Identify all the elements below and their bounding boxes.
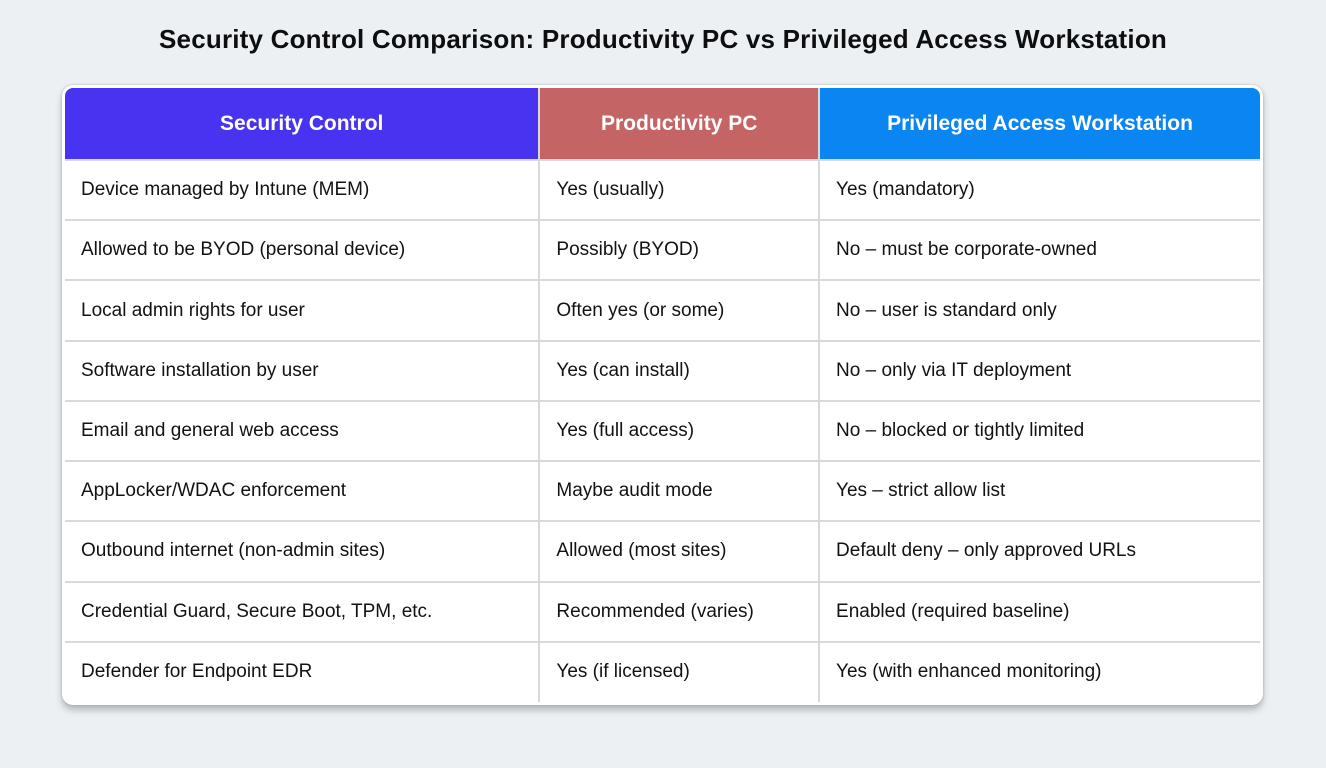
table-cell-security-control: Device managed by Intune (MEM) (65, 158, 541, 222)
table-cell-productivity-pc: Recommended (varies) (538, 580, 821, 643)
table-row: AppLocker/WDAC enforcement Maybe audit mo… (65, 460, 1260, 523)
page-title: Security Control Comparison: Productivit… (159, 24, 1167, 54)
table-cell-security-control: Allowed to be BYOD (personal device) (65, 219, 541, 282)
table-cell-security-control: Credential Guard, Secure Boot, TPM, etc. (65, 580, 541, 643)
table-cell-productivity-pc: Maybe audit mode (538, 460, 821, 523)
table-cell-productivity-pc: Possibly (BYOD) (538, 219, 821, 282)
table-cell-privileged-access-workstation: Enabled (required baseline) (818, 580, 1260, 643)
table-cell-productivity-pc: Allowed (most sites) (538, 520, 821, 583)
table-cell-privileged-access-workstation: No – must be corporate-owned (818, 219, 1260, 282)
comparison-table-card: Security Control Productivity PC Privilege… (62, 85, 1263, 705)
table-cell-privileged-access-workstation: Yes – strict allow list (818, 460, 1260, 523)
table-cell-privileged-access-workstation: Default deny – only approved URLs (818, 520, 1260, 583)
table-row: Allowed to be BYOD (personal device) Poss… (65, 219, 1260, 282)
table-cell-privileged-access-workstation: No – only via IT deployment (818, 339, 1260, 402)
table-cell-security-control: Defender for Endpoint EDR (65, 640, 541, 702)
table-body: Device managed by Intune (MEM) Yes (usual… (65, 158, 1260, 702)
table-cell-privileged-access-workstation: No – blocked or tightly limited (818, 399, 1260, 463)
table-cell-privileged-access-workstation: Yes (with enhanced monitoring) (818, 640, 1260, 702)
table-row: Local admin rights for user Often yes (or… (65, 279, 1260, 342)
column-header-privileged-access-workstation: Privileged Access Workstation (818, 88, 1260, 161)
table-row: Defender for Endpoint EDR Yes (if license… (65, 640, 1260, 702)
table-cell-security-control: Local admin rights for user (65, 279, 541, 342)
table-cell-privileged-access-workstation: Yes (mandatory) (818, 158, 1260, 222)
table-row: Device managed by Intune (MEM) Yes (usual… (65, 158, 1260, 222)
table-cell-productivity-pc: Yes (if licensed) (538, 640, 821, 702)
table-cell-productivity-pc: Often yes (or some) (538, 279, 821, 342)
table-cell-security-control: Email and general web access (65, 399, 541, 463)
table-cell-security-control: Software installation by user (65, 339, 541, 402)
table-clip: Security Control Productivity PC Privilege… (65, 88, 1260, 702)
table-cell-privileged-access-workstation: No – user is standard only (818, 279, 1260, 342)
table-cell-security-control: Outbound internet (non-admin sites) (65, 520, 541, 583)
table-row: Outbound internet (non-admin sites) Allow… (65, 520, 1260, 583)
table-cell-productivity-pc: Yes (can install) (538, 339, 821, 402)
comparison-table: Security Control Productivity PC Privilege… (65, 88, 1260, 702)
table-row: Software installation by user Yes (can in… (65, 339, 1260, 402)
table-cell-productivity-pc: Yes (usually) (538, 158, 821, 222)
column-header-security-control: Security Control (65, 88, 541, 161)
table-cell-security-control: AppLocker/WDAC enforcement (65, 460, 541, 523)
table-row: Credential Guard, Secure Boot, TPM, etc.… (65, 580, 1260, 643)
table-row: Email and general web access Yes (full ac… (65, 399, 1260, 463)
column-header-productivity-pc: Productivity PC (538, 88, 821, 161)
table-cell-productivity-pc: Yes (full access) (538, 399, 821, 463)
header-row: Security Control Productivity PC Privilege… (65, 88, 1260, 161)
